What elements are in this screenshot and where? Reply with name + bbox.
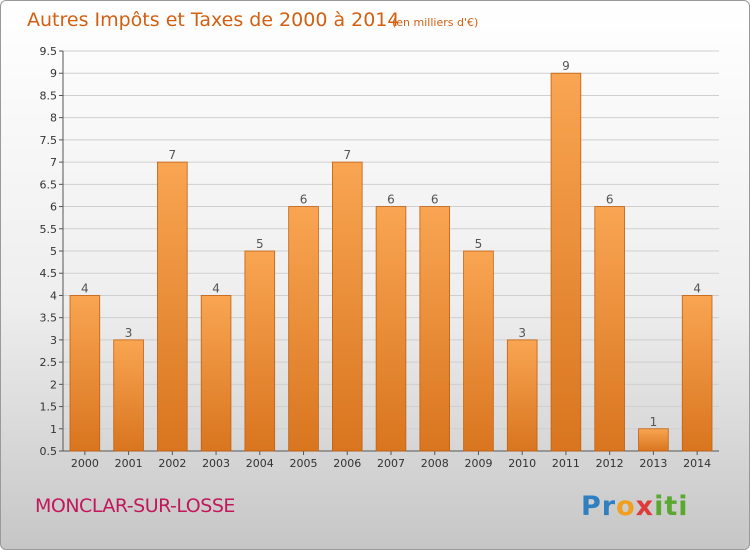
proxiti-logo[interactable]: Proxiti xyxy=(581,491,689,522)
data-label: 4 xyxy=(693,281,701,295)
x-tick-label: 2003 xyxy=(202,457,230,470)
x-tick-label: 2012 xyxy=(596,457,624,470)
x-tick-label: 2002 xyxy=(158,457,186,470)
y-tick-label: 9.5 xyxy=(40,45,58,58)
data-label: 7 xyxy=(169,148,177,162)
y-tick-label: 0.5 xyxy=(40,445,58,458)
data-label: 1 xyxy=(650,415,658,429)
bar xyxy=(463,250,494,452)
bar xyxy=(331,161,363,452)
logo-part: o xyxy=(616,491,636,522)
x-tick-label: 2010 xyxy=(508,457,536,470)
chart-subtitle: (en milliers d'€) xyxy=(392,16,478,29)
x-tick-label: 2008 xyxy=(421,457,449,470)
x-tick-label: 2001 xyxy=(115,457,143,470)
y-tick-label: 1.5 xyxy=(40,401,58,414)
y-tick-label: 2.5 xyxy=(40,356,58,369)
y-tick-label: 6.5 xyxy=(40,178,58,191)
y-tick-label: 7 xyxy=(50,156,57,169)
chart-title: Autres Impôts et Taxes de 2000 à 2014 xyxy=(27,9,400,31)
y-tick-label: 3 xyxy=(50,334,57,347)
y-tick-label: 9 xyxy=(50,67,57,80)
y-tick-label: 2 xyxy=(50,378,57,391)
y-tick-label: 4.5 xyxy=(40,267,58,280)
x-tick-label: 2004 xyxy=(246,457,274,470)
bar xyxy=(157,161,188,452)
bar xyxy=(638,428,669,452)
y-tick-label: 1 xyxy=(50,423,57,436)
bar xyxy=(69,295,101,452)
bar xyxy=(244,250,276,452)
data-label: 4 xyxy=(81,281,89,295)
logo-part: x xyxy=(635,491,655,522)
data-label: 7 xyxy=(343,148,351,162)
bar xyxy=(288,206,319,452)
y-tick-label: 6 xyxy=(50,201,57,214)
x-tick-label: 2009 xyxy=(464,457,492,470)
x-tick-label: 2011 xyxy=(552,457,580,470)
y-tick-label: 5 xyxy=(50,245,57,258)
logo-part: Pr xyxy=(581,491,617,522)
bar xyxy=(681,295,713,452)
x-tick-label: 2000 xyxy=(71,457,99,470)
y-tick-label: 4 xyxy=(50,289,57,302)
bar xyxy=(550,72,582,452)
data-labels: 4 3 7 4 5 6 7 6 6 5 3 9 6 1 4 xyxy=(81,59,701,429)
data-label: 5 xyxy=(475,237,483,251)
data-label: 6 xyxy=(606,193,614,207)
data-label: 5 xyxy=(256,237,264,251)
bar xyxy=(113,339,144,452)
data-label: 3 xyxy=(125,326,133,340)
y-tick-labels: 0.5 1 1.5 2 2.5 3 3.5 4 4.5 5 5.5 6 6.5 7 7.5 8 8.5 9 9.5 xyxy=(40,45,58,458)
data-label: 3 xyxy=(518,326,526,340)
logo-part: iti xyxy=(654,491,689,522)
bars xyxy=(69,72,713,452)
y-tick-label: 8.5 xyxy=(40,89,58,102)
x-tick-label: 2006 xyxy=(333,457,361,470)
x-tick-label: 2014 xyxy=(683,457,711,470)
bar xyxy=(506,339,538,452)
bar xyxy=(594,206,625,452)
x-tick-labels: 2000 2001 2002 2003 2004 2005 2006 2007 2008 2009… xyxy=(71,457,711,470)
data-label: 6 xyxy=(300,193,308,207)
data-label: 4 xyxy=(212,281,220,295)
y-tick-label: 5.5 xyxy=(40,223,58,236)
data-label: 6 xyxy=(431,193,439,207)
bar xyxy=(200,295,232,452)
x-tick-label: 2007 xyxy=(377,457,405,470)
data-label: 6 xyxy=(387,193,395,207)
x-tick-label: 2013 xyxy=(639,457,667,470)
bar xyxy=(375,206,407,452)
commune-name: MONCLAR-SUR-LOSSE xyxy=(35,495,235,517)
bar xyxy=(419,206,451,452)
y-tick-label: 7.5 xyxy=(40,134,58,147)
y-tick-label: 8 xyxy=(50,112,57,125)
y-tick-label: 3.5 xyxy=(40,312,58,325)
x-tick-label: 2005 xyxy=(290,457,318,470)
data-label: 9 xyxy=(562,59,570,73)
